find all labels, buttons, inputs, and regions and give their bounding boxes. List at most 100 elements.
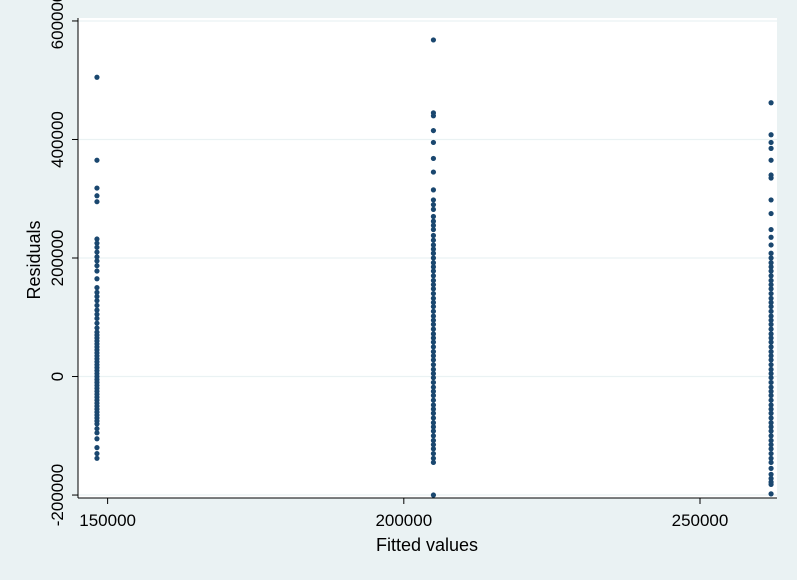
data-point xyxy=(94,302,100,309)
data-point xyxy=(430,402,437,408)
data-point xyxy=(430,313,437,319)
data-point xyxy=(430,455,437,461)
data-point xyxy=(768,242,774,248)
data-point xyxy=(768,226,774,233)
data-point xyxy=(768,139,774,146)
y-axis-ticks: -200000 0 200000 400000 600000 xyxy=(48,0,78,526)
data-point xyxy=(768,157,774,163)
data-point xyxy=(430,442,437,448)
data-point xyxy=(430,260,437,266)
data-point xyxy=(94,157,100,163)
data-point xyxy=(430,127,437,134)
data-point xyxy=(94,185,100,191)
data-point xyxy=(768,433,774,439)
data-point xyxy=(768,286,774,292)
data-point xyxy=(430,362,437,368)
data-point xyxy=(430,246,437,252)
data-point xyxy=(768,260,774,266)
data-point xyxy=(430,339,437,345)
data-point xyxy=(430,357,437,363)
data-point xyxy=(768,335,774,341)
data-point xyxy=(94,421,100,427)
data-point xyxy=(768,234,774,240)
data-point xyxy=(768,420,774,426)
y-tick-label: 0 xyxy=(48,372,67,381)
data-point xyxy=(430,303,437,310)
data-point xyxy=(94,307,100,313)
data-point xyxy=(94,285,100,291)
data-point xyxy=(768,357,774,363)
data-point xyxy=(430,237,437,243)
data-point xyxy=(430,250,437,256)
x-axis-title: Fitted values xyxy=(376,535,478,555)
data-point xyxy=(430,437,437,444)
data-point xyxy=(768,459,774,466)
data-point xyxy=(430,321,437,327)
data-point xyxy=(430,169,437,175)
data-point xyxy=(768,303,774,310)
data-point xyxy=(768,442,774,448)
data-point xyxy=(94,249,100,255)
data-point xyxy=(768,437,774,444)
x-tick-label: 250000 xyxy=(672,511,729,530)
data-point xyxy=(430,375,437,381)
data-point xyxy=(94,426,100,432)
data-point xyxy=(94,263,100,269)
data-points xyxy=(94,37,774,498)
data-point xyxy=(430,384,437,390)
data-point xyxy=(768,406,774,412)
data-point xyxy=(768,344,774,350)
data-point xyxy=(94,320,100,326)
data-point xyxy=(94,315,100,322)
data-point xyxy=(430,406,437,412)
y-tick-label: 400000 xyxy=(48,111,67,168)
data-point xyxy=(430,218,437,224)
data-point xyxy=(768,410,774,416)
data-point xyxy=(768,321,774,327)
data-point xyxy=(430,273,437,279)
data-point xyxy=(768,465,774,471)
data-point xyxy=(94,268,100,274)
x-tick-label: 200000 xyxy=(375,511,432,530)
data-point xyxy=(430,392,437,399)
data-point xyxy=(94,450,100,457)
data-point xyxy=(768,362,774,368)
data-point xyxy=(430,459,437,466)
data-point xyxy=(94,289,100,295)
data-point xyxy=(430,37,437,43)
data-point xyxy=(430,353,437,359)
data-point xyxy=(430,197,437,203)
data-point xyxy=(768,250,774,256)
data-point xyxy=(430,202,437,208)
data-point xyxy=(430,299,437,306)
data-point xyxy=(768,353,774,359)
data-point xyxy=(430,317,437,323)
data-point xyxy=(94,244,100,250)
x-axis-ticks: 150000 200000 250000 xyxy=(79,498,728,530)
data-point xyxy=(768,273,774,279)
data-point xyxy=(768,481,774,487)
data-point xyxy=(768,349,774,355)
data-point xyxy=(430,397,437,403)
data-point xyxy=(430,349,437,355)
data-point xyxy=(768,313,774,319)
data-point xyxy=(430,331,437,337)
data-point xyxy=(430,428,437,434)
data-point xyxy=(768,299,774,306)
data-point xyxy=(768,255,774,261)
y-tick-label: 600000 xyxy=(48,0,67,49)
y-tick-label: 200000 xyxy=(48,230,67,287)
data-point xyxy=(430,433,437,439)
data-point xyxy=(768,197,774,203)
data-point xyxy=(768,455,774,461)
data-point xyxy=(768,388,774,394)
data-point xyxy=(768,100,774,106)
data-point xyxy=(430,277,437,284)
data-point xyxy=(430,139,437,146)
data-point xyxy=(94,293,100,300)
data-point xyxy=(94,311,100,317)
data-point xyxy=(768,370,774,377)
data-point xyxy=(430,370,437,377)
data-point xyxy=(768,424,774,430)
